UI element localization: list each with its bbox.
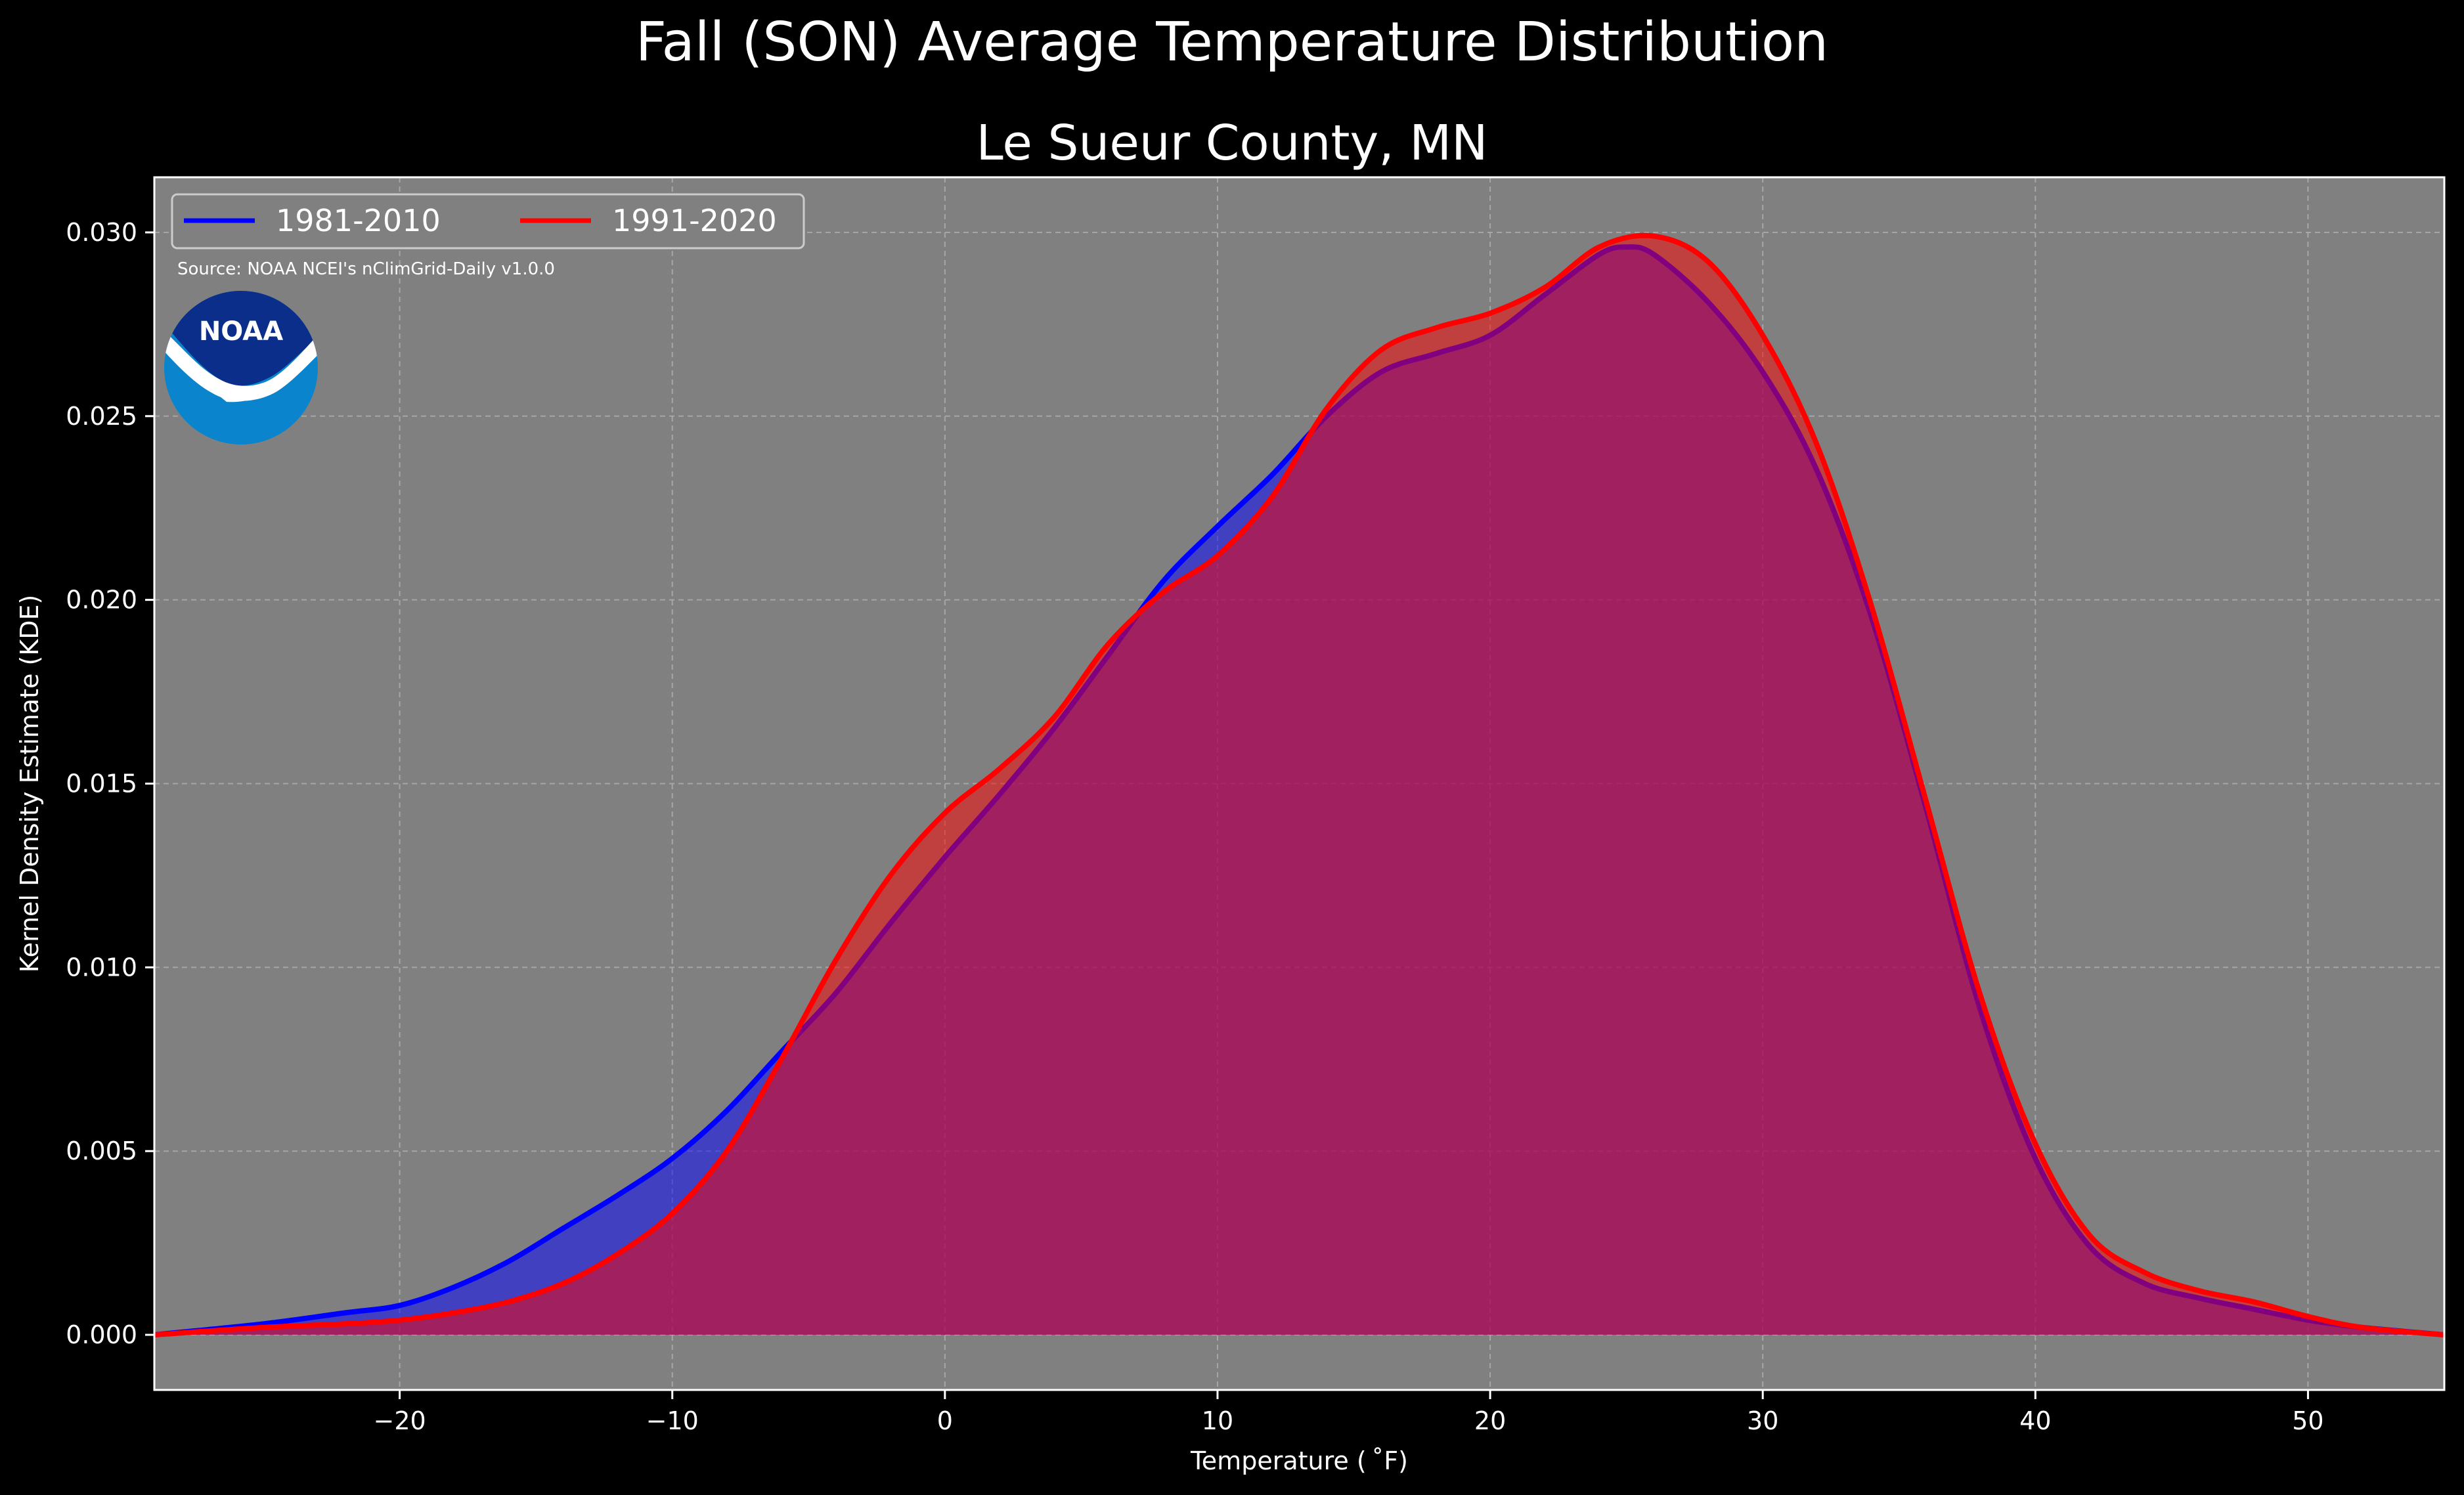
x-tick-label: 0 bbox=[937, 1406, 953, 1435]
logo-text: NOAA bbox=[199, 316, 283, 347]
x-tick-label: 50 bbox=[2292, 1406, 2323, 1435]
x-tick-label: 30 bbox=[1747, 1406, 1778, 1435]
y-tick-label: 0.025 bbox=[66, 402, 137, 431]
chart-suptitle: Fall (SON) Average Temperature Distribut… bbox=[635, 11, 1829, 74]
legend-label-1991-2020: 1991-2020 bbox=[612, 203, 777, 238]
noaa-logo: NOAA bbox=[164, 291, 318, 444]
y-tick-label: 0.000 bbox=[66, 1320, 137, 1349]
legend-label-1981-2010: 1981-2010 bbox=[276, 203, 441, 238]
x-tick-label: −10 bbox=[646, 1406, 699, 1435]
series-area-1991-2020 bbox=[154, 235, 2444, 1335]
y-tick-label: 0.005 bbox=[66, 1137, 137, 1165]
axes: −20 −10 0 10 20 30 40 50 0.000 0.005 0.010 0.015 0.0… bbox=[66, 218, 2323, 1435]
y-tick-label: 0.030 bbox=[66, 218, 137, 247]
x-tick-label: 40 bbox=[2019, 1406, 2051, 1435]
legend: 1981-2010 1991-2020 bbox=[171, 193, 805, 249]
source-annotation: Source: NOAA NCEI's nClimGrid-Daily v1.0… bbox=[177, 259, 555, 279]
x-tick-label: −20 bbox=[374, 1406, 426, 1435]
logo-bird-tail bbox=[217, 393, 264, 402]
chart-subtitle: Le Sueur County, MN bbox=[976, 115, 1488, 171]
series-line-1991-2020 bbox=[154, 232, 2445, 1337]
x-tick-label: 10 bbox=[1202, 1406, 1233, 1435]
y-tick-label: 0.020 bbox=[66, 586, 137, 615]
logo-upper-field bbox=[164, 291, 318, 386]
y-axis-label: Kernel Density Estimate (KDE) bbox=[15, 595, 44, 973]
x-tick-label: 20 bbox=[1474, 1406, 1506, 1435]
x-axis-label: Temperature ( ˚F) bbox=[1190, 1446, 1408, 1475]
y-tick-label: 0.015 bbox=[66, 769, 137, 798]
legend-box bbox=[171, 193, 805, 249]
y-tick-label: 0.010 bbox=[66, 953, 137, 982]
logo-bird-wing bbox=[164, 323, 318, 401]
series-layer bbox=[154, 232, 2445, 1337]
